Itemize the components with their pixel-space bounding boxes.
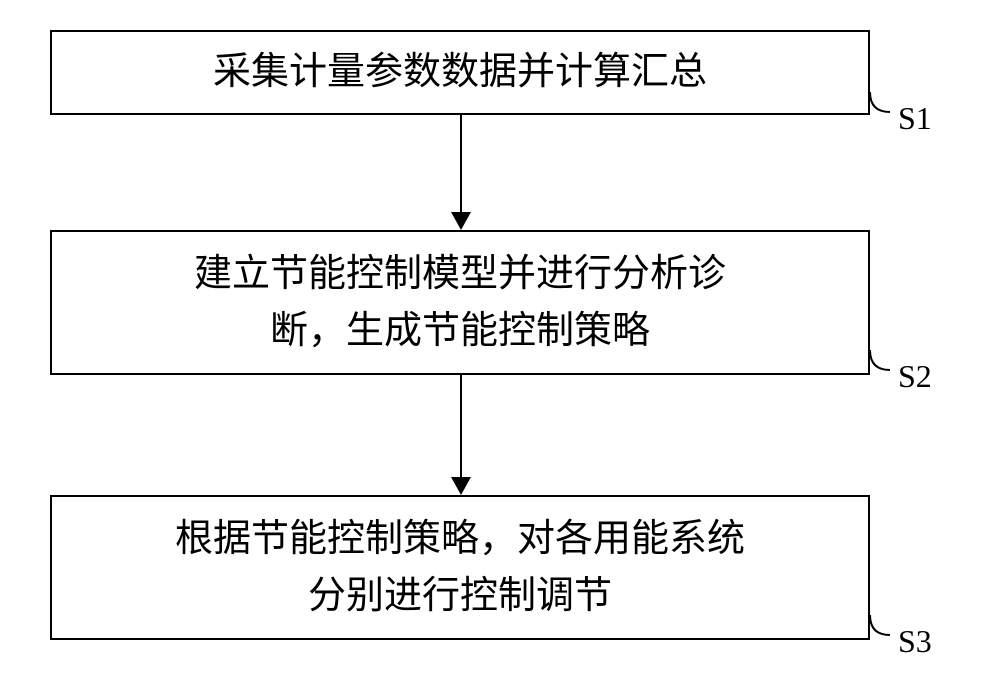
step-s2-text: 建立节能控制模型并进行分析诊 断，生成节能控制策略 bbox=[174, 236, 746, 370]
flowchart-step-s3: 根据节能控制策略，对各用能系统 分别进行控制调节 bbox=[50, 495, 870, 640]
connector-s1-s2 bbox=[460, 115, 462, 212]
step-s2-text-line1: 建立节能控制模型并进行分析诊 bbox=[194, 253, 726, 295]
label-curve-s2 bbox=[868, 348, 898, 378]
flowchart-step-s2: 建立节能控制模型并进行分析诊 断，生成节能控制策略 bbox=[50, 230, 870, 375]
step-s1-text: 采集计量参数数据并计算汇总 bbox=[193, 34, 727, 111]
step-s2-text-line2: 断，生成节能控制策略 bbox=[270, 310, 650, 352]
connector-s2-s3 bbox=[460, 375, 462, 477]
step-s2-label: S2 bbox=[898, 358, 932, 395]
flowchart-step-s1: 采集计量参数数据并计算汇总 bbox=[50, 30, 870, 115]
step-s3-text-line1: 根据节能控制策略，对各用能系统 bbox=[175, 518, 745, 560]
label-curve-s3 bbox=[868, 613, 898, 643]
step-s3-text-line2: 分别进行控制调节 bbox=[308, 575, 612, 617]
step-s1-label: S1 bbox=[898, 100, 932, 137]
label-curve-s1 bbox=[868, 90, 898, 120]
step-s3-text: 根据节能控制策略，对各用能系统 分别进行控制调节 bbox=[155, 501, 765, 635]
step-s3-label: S3 bbox=[898, 623, 932, 660]
